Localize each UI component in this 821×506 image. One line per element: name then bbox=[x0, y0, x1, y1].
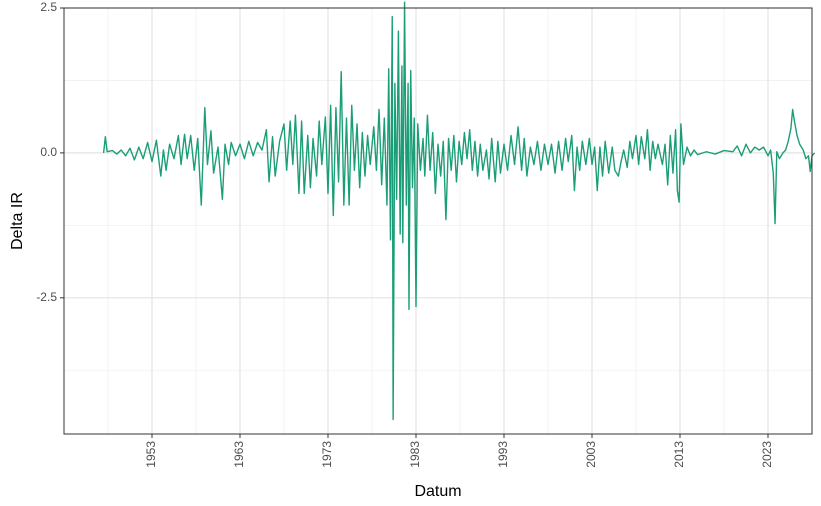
series-line bbox=[102, 1, 816, 421]
x-tick-label: 1983 bbox=[408, 441, 422, 468]
x-tick-label: 2013 bbox=[672, 441, 686, 468]
y-tick-label: 2.5 bbox=[40, 0, 57, 14]
y-axis-ticks: 2.5 0.0 -2.5 bbox=[36, 0, 64, 304]
grid bbox=[64, 7, 813, 434]
y-axis-title: Delta IR bbox=[9, 192, 26, 250]
x-tick-label: 1953 bbox=[144, 441, 158, 468]
x-tick-label: 2023 bbox=[760, 441, 774, 468]
panel-border bbox=[63, 7, 813, 435]
x-tick-label: 1993 bbox=[496, 441, 510, 468]
y-tick-label: 0.0 bbox=[40, 145, 57, 159]
x-axis-ticks: 1953 1963 1973 1983 1993 2003 2013 2023 bbox=[144, 434, 774, 468]
x-axis-title: Datum bbox=[414, 483, 461, 500]
y-tick-label: -2.5 bbox=[36, 290, 57, 304]
x-tick-label: 1973 bbox=[320, 441, 334, 468]
x-tick-label: 2003 bbox=[584, 441, 598, 468]
series-layer bbox=[102, 1, 816, 421]
x-tick-label: 1963 bbox=[232, 441, 246, 468]
